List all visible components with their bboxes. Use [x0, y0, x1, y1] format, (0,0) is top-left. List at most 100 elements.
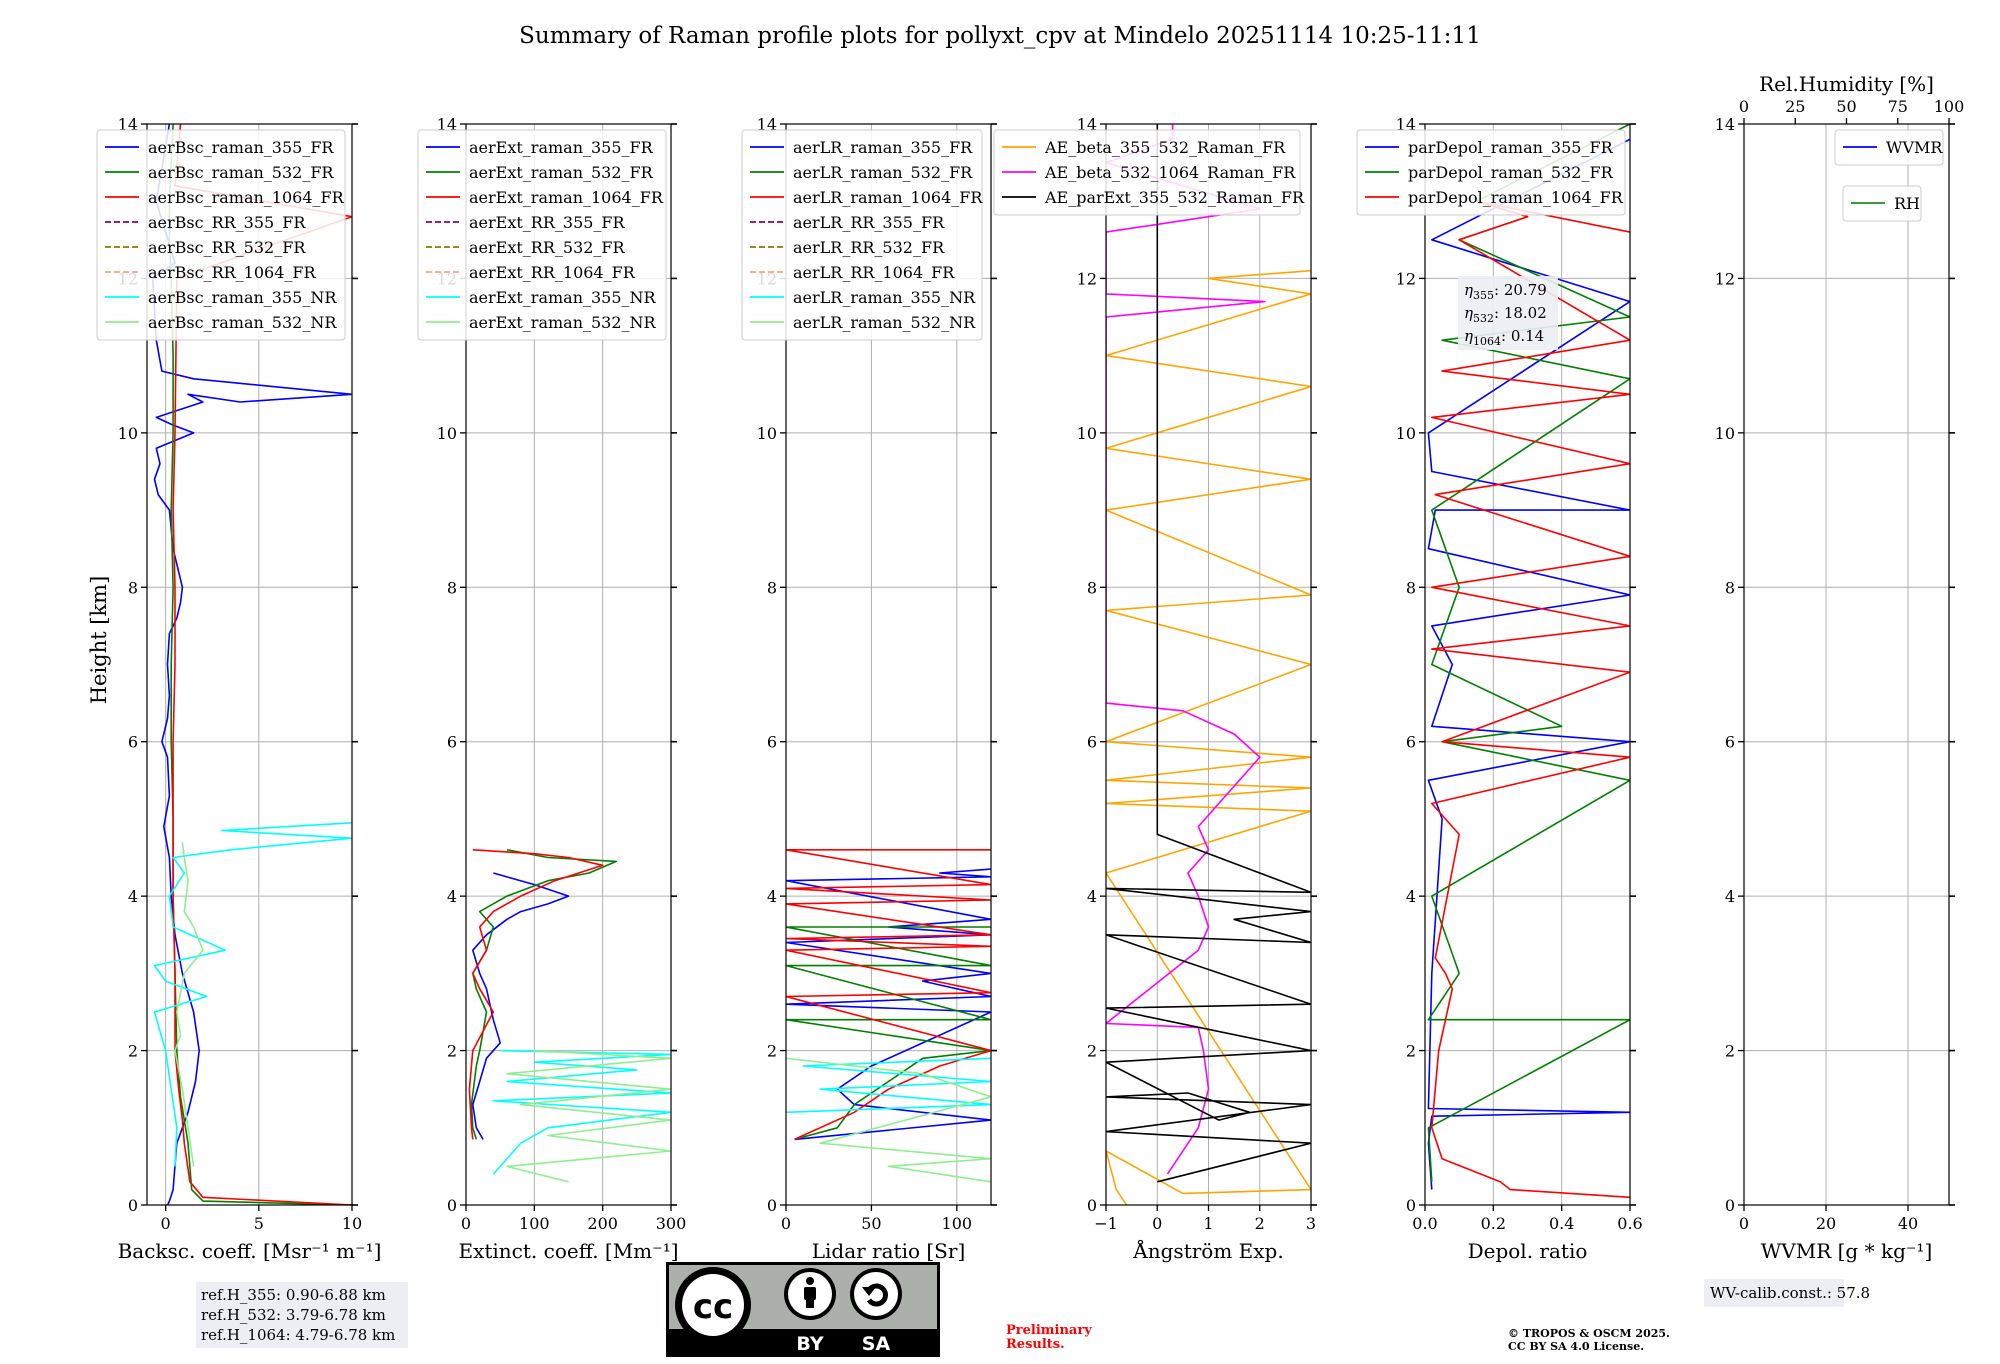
ref-height-355: ref.H_355: 0.90-6.88 km [201, 1286, 386, 1304]
top-x-tick-label: 0 [1739, 97, 1749, 116]
y-tick-label: 6 [1725, 733, 1735, 752]
y-tick-label: 2 [1087, 1042, 1097, 1061]
top-x-tick-label: 25 [1785, 97, 1805, 116]
y-tick-label: 10 [437, 424, 457, 443]
x-axis-label: Ångström Exp. [1132, 1238, 1283, 1263]
copyright-line1: © TROPOS & OSCM 2025. [1508, 1327, 1670, 1340]
y-tick-label: 2 [128, 1042, 138, 1061]
legend-entry: aerBsc_raman_1064_FR [148, 188, 345, 207]
legend-rh: RH [1843, 186, 1921, 221]
y-tick-label: 0 [128, 1196, 138, 1215]
legend-entry: aerBsc_RR_1064_FR [148, 263, 317, 282]
panel-backscatter: 024681012140510Backsc. coeff. [Msr⁻¹ m⁻¹… [97, 115, 381, 1263]
legend-entry: aerBsc_RR_532_FR [148, 238, 306, 257]
x-tick-label: 3 [1306, 1214, 1316, 1233]
x-tick-label: 0 [1739, 1214, 1749, 1233]
y-tick-label: 4 [1087, 887, 1097, 906]
legend-entry: aerBsc_raman_355_NR [148, 288, 337, 307]
legend-entry: aerExt_raman_355_FR [469, 138, 654, 157]
x-axis-label: Lidar ratio [Sr] [812, 1239, 966, 1263]
y-tick-label: 8 [767, 578, 777, 597]
legend-box [742, 130, 982, 340]
legend-entry: aerExt_RR_1064_FR [469, 263, 636, 282]
x-tick-label: 40 [1898, 1214, 1918, 1233]
legend-entry: AE_beta_355_532_Raman_FR [1044, 138, 1286, 157]
legend: aerExt_raman_355_FRaerExt_raman_532_FRae… [418, 130, 666, 340]
y-tick-label: 0 [1406, 1196, 1416, 1215]
series-parDepol_raman_1064_FR [1432, 201, 1630, 1197]
copyright-line2: CC BY SA 4.0 License. [1508, 1340, 1644, 1353]
y-tick-label: 4 [447, 887, 457, 906]
legend-entry: parDepol_raman_532_FR [1408, 163, 1614, 182]
x-tick-label: 0.2 [1481, 1214, 1506, 1233]
legend-entry: aerBsc_RR_355_FR [148, 213, 306, 232]
y-tick-label: 2 [767, 1042, 777, 1061]
x-tick-label: 20 [1816, 1214, 1836, 1233]
legend-entry: aerExt_RR_532_FR [469, 238, 626, 257]
legend-entry: AE_parExt_355_532_Raman_FR [1044, 188, 1305, 207]
x-tick-label: 200 [587, 1214, 618, 1233]
y-tick-label: 6 [447, 733, 457, 752]
legend-entry: AE_beta_532_1064_Raman_FR [1044, 163, 1296, 182]
y-tick-label: 12 [1715, 269, 1735, 288]
x-tick-label: 0 [781, 1214, 791, 1233]
legend: parDepol_raman_355_FRparDepol_raman_532_… [1357, 130, 1625, 215]
legend-box [97, 130, 345, 340]
legend-entry: RH [1894, 194, 1920, 213]
x-axis-label: WVMR [g * kg⁻¹] [1761, 1239, 1933, 1263]
legend-box [418, 130, 666, 340]
y-tick-label: 4 [1406, 887, 1416, 906]
x-tick-label: 0 [1152, 1214, 1162, 1233]
cc-license-badge: cc BY SA [666, 1262, 940, 1357]
y-tick-label: 4 [1725, 887, 1735, 906]
x-tick-label: 0 [461, 1214, 471, 1233]
legend-entry: aerLR_raman_1064_FR [793, 188, 983, 207]
series-group [469, 850, 671, 1182]
y-tick-label: 10 [757, 424, 777, 443]
y-tick-label: 6 [767, 733, 777, 752]
legend-entry: aerExt_raman_1064_FR [469, 188, 664, 207]
figure: Summary of Raman profile plots for polly… [0, 0, 2000, 1360]
x-axis-label: Backsc. coeff. [Msr⁻¹ m⁻¹] [118, 1239, 382, 1263]
x-tick-label: 1 [1203, 1214, 1213, 1233]
top-axis-label: Rel.Humidity [%] [1759, 72, 1934, 96]
panels: 024681012140510Backsc. coeff. [Msr⁻¹ m⁻¹… [97, 72, 1964, 1263]
share-alike-icon [850, 1268, 902, 1320]
y-tick-label: 10 [1396, 424, 1416, 443]
legend: WVMR [1835, 130, 1943, 165]
legend-entry: aerBsc_raman_532_FR [148, 163, 334, 182]
legend-entry: aerBsc_raman_532_NR [148, 313, 337, 332]
panel-lidar_ratio: 02468101214050100Lidar ratio [Sr]aerLR_r… [742, 115, 997, 1263]
legend: aerBsc_raman_355_FR aerBsc_raman_532_FRae… [97, 130, 345, 340]
y-tick-label: 8 [1406, 578, 1416, 597]
cc-logo-icon: cc [675, 1267, 751, 1343]
legend-entry: aerLR_RR_1064_FR [793, 263, 955, 282]
legend-entry: aerBsc_raman_355_FR [148, 138, 334, 157]
top-x-tick-label: 50 [1836, 97, 1856, 116]
y-tick-label: 0 [1725, 1196, 1735, 1215]
series-aerExt_raman_355_NR [493, 1051, 671, 1175]
series-aerLR_raman_532_FR [786, 927, 991, 1139]
y-tick-label: 12 [1396, 269, 1416, 288]
x-tick-label: 0 [161, 1214, 171, 1233]
y-tick-label: 2 [447, 1042, 457, 1061]
ref-height-1064: ref.H_1064: 4.79-6.78 km [201, 1326, 395, 1344]
legend-entry: aerExt_raman_532_NR [469, 313, 657, 332]
y-tick-label: 8 [1087, 578, 1097, 597]
x-tick-label: 100 [519, 1214, 550, 1233]
y-tick-label: 12 [1077, 269, 1097, 288]
x-tick-label: 2 [1255, 1214, 1265, 1233]
y-tick-label: 4 [767, 887, 777, 906]
attribution-person-icon [784, 1268, 836, 1320]
y-tick-label: 10 [1715, 424, 1735, 443]
x-tick-label: 0.0 [1412, 1214, 1437, 1233]
preliminary-notice-line2: Results. [1006, 1337, 1065, 1352]
x-tick-label: 100 [942, 1214, 973, 1233]
y-axis-label: Height [km] [87, 576, 111, 705]
legend-entry: aerExt_raman_355_NR [469, 288, 657, 307]
panel-extinction: 024681012140100200300Extinct. coeff. [Mm… [418, 115, 686, 1263]
y-tick-label: 8 [1725, 578, 1735, 597]
x-tick-label: 10 [342, 1214, 362, 1233]
legend-entry: parDepol_raman_1064_FR [1408, 188, 1624, 207]
x-tick-label: 5 [254, 1214, 264, 1233]
